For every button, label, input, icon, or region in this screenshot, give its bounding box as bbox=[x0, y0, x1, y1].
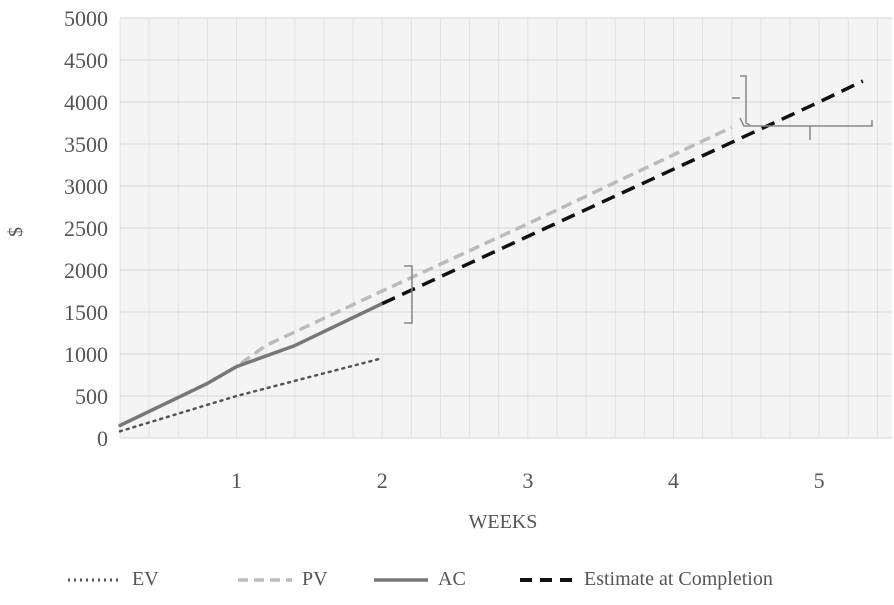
y-tick-label: 4000 bbox=[64, 90, 108, 115]
bracket-week2 bbox=[404, 265, 413, 324]
x-tick-label: 1 bbox=[231, 468, 242, 493]
bracket-completion-vertical bbox=[740, 75, 751, 126]
grid-layer bbox=[119, 17, 892, 439]
x-tick-label: 2 bbox=[377, 468, 388, 493]
legend-item-pv: PV bbox=[236, 568, 328, 591]
legend-swatch-eac bbox=[520, 577, 574, 582]
series-line-estimate-at-completion bbox=[381, 79, 864, 306]
x-tick-labels: 1 2 3 4 5 bbox=[231, 468, 825, 493]
legend-swatch-ac bbox=[374, 577, 428, 582]
y-tick-label: 1500 bbox=[64, 300, 108, 325]
legend-item-ev: EV bbox=[66, 568, 159, 591]
y-tick-labels: 0 500 1000 1500 2000 2500 3000 3500 4000 4500 5000 bbox=[64, 6, 108, 451]
y-tick-label: 2000 bbox=[64, 258, 108, 283]
x-tick-label: 4 bbox=[668, 468, 679, 493]
legend-label-eac: Estimate at Completion bbox=[584, 568, 773, 590]
y-tick-label: 2500 bbox=[64, 216, 108, 241]
y-tick-label: 3000 bbox=[64, 174, 108, 199]
bracket-completion-horizontal bbox=[739, 117, 873, 127]
legend-label-pv: PV bbox=[302, 568, 328, 590]
legend-swatch-pv bbox=[238, 577, 292, 582]
series-line-ev bbox=[118, 356, 384, 433]
y-tick-label: 4500 bbox=[64, 48, 108, 73]
series-line-ac bbox=[118, 301, 384, 428]
y-tick-label: 3500 bbox=[64, 132, 108, 157]
y-tick-label: 0 bbox=[97, 426, 108, 451]
variance-brackets bbox=[404, 75, 873, 324]
legend: EV PV AC Estimate at Completion bbox=[0, 568, 894, 602]
y-tick-label: 1000 bbox=[64, 342, 108, 367]
legend-item-eac: Estimate at Completion bbox=[518, 568, 773, 591]
x-axis-title: WEEKS bbox=[469, 511, 538, 533]
legend-label-ev: EV bbox=[132, 568, 159, 590]
y-tick-label: 5000 bbox=[64, 6, 108, 31]
legend-label-ac: AC bbox=[438, 568, 466, 590]
x-tick-label: 5 bbox=[814, 468, 825, 493]
y-tick-label: 500 bbox=[75, 384, 108, 409]
line-chart: 0 500 1000 1500 2000 2500 3000 3500 4000 4500 5000… bbox=[5, 6, 892, 533]
x-tick-label: 3 bbox=[522, 468, 533, 493]
series-layer bbox=[118, 79, 864, 433]
legend-item-ac: AC bbox=[372, 568, 466, 591]
legend-swatch-ev bbox=[68, 578, 122, 581]
y-axis-title: $ bbox=[5, 227, 27, 237]
